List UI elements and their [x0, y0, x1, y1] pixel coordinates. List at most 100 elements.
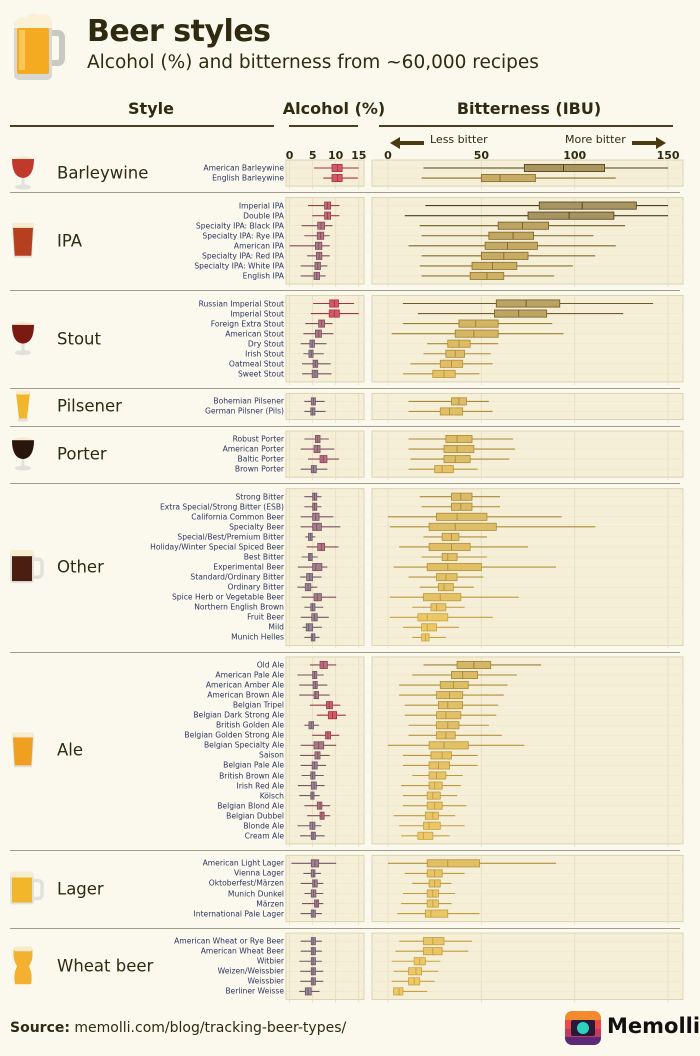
section-divider [10, 483, 680, 485]
style-row-label: Specialty IPA: Black IPA [195, 221, 284, 231]
style-row-label: Fruit Beer [247, 612, 284, 622]
alcohol-panel [285, 932, 365, 1000]
alcohol-box [307, 811, 331, 820]
alcohol-box [308, 201, 340, 210]
bitterness-box [427, 339, 499, 348]
bitterness-box-iqr [488, 231, 535, 240]
alcohol-panel [285, 197, 365, 285]
bitterness-box-iqr [430, 603, 447, 612]
bitterness-panel [371, 392, 684, 420]
bitterness-box-iqr [423, 937, 445, 946]
bitterness-box [399, 821, 465, 830]
alcohol-box [300, 947, 322, 956]
bitterness-box [402, 369, 480, 378]
style-row-label: Baltic Porter [237, 454, 285, 464]
bitterness-box-iqr [495, 299, 561, 308]
style-row-label: Special/Best/Premium Bitter [177, 532, 284, 542]
beer-mug-icon [10, 871, 44, 905]
bitterness-box-iqr [527, 211, 615, 220]
section-label: IPA [57, 231, 83, 251]
bitterness-tick-label: 0 [384, 149, 392, 162]
source-line: Source: memolli.com/blog/tracking-beer-t… [10, 1020, 346, 1036]
bitterness-box [408, 241, 616, 250]
alcohol-box [308, 455, 339, 464]
alcohol-panel [285, 854, 365, 923]
bitterness-box [404, 211, 669, 220]
style-row-label: American Amber Ale [205, 680, 284, 690]
style-row-label: Belgian Tripel [232, 700, 284, 710]
bitterness-box [425, 201, 669, 210]
style-row-label: American Barleywine [203, 163, 284, 173]
alcohol-box [305, 532, 316, 541]
section-label: Ale [57, 740, 84, 760]
alcohol-box [314, 163, 359, 172]
less-bitter-label: Less bitter [430, 133, 488, 146]
bitterness-box-iqr [439, 407, 464, 416]
alcohol-box [301, 553, 318, 562]
bitterness-box [408, 445, 515, 454]
alcohol-panel [285, 159, 365, 187]
section-label: Lager [57, 879, 104, 898]
style-row-label: Specialty IPA: Rye IPA [202, 231, 284, 241]
bitterness-box-iqr [454, 329, 499, 338]
section-label: Stout [57, 329, 101, 349]
alcohol-box [299, 987, 320, 996]
bitterness-box [399, 681, 508, 690]
alcohol-box [300, 761, 327, 770]
alcohol-panel [285, 295, 365, 383]
alcohol-box-iqr [310, 869, 316, 878]
bitterness-panel [371, 197, 684, 285]
bitterness-header-rule [379, 125, 673, 127]
bitterness-box-iqr [439, 681, 469, 690]
bitterness-box [412, 633, 446, 642]
bitterness-box [412, 603, 465, 612]
tulip-glass-icon [12, 156, 34, 190]
alcohol-box [300, 977, 324, 986]
source-link[interactable]: memolli.com/blog/tracking-beer-types/ [74, 1020, 347, 1036]
bitterness-box-iqr [428, 741, 469, 750]
alcohol-box [300, 465, 328, 474]
bitterness-box-iqr [438, 583, 454, 592]
style-row-label: Belgian Dark Strong Ale [193, 710, 284, 720]
section-label: Pilsener [57, 396, 122, 416]
style-row-label: Saison [259, 750, 284, 760]
alcohol-box [304, 434, 329, 443]
alcohol-tick-label: 10 [328, 149, 344, 162]
bitterness-box [399, 542, 529, 551]
more-bitter-label: More bitter [565, 133, 626, 146]
alcohol-header-rule [289, 125, 358, 127]
bitterness-box [401, 831, 450, 840]
bitterness-box [401, 899, 452, 908]
style-row-label: Cream Ale [244, 831, 284, 841]
style-row-label: Robust Porter [232, 434, 284, 444]
style-row-label: Specialty IPA: Red IPA [202, 251, 284, 261]
alcohol-box [291, 859, 337, 868]
bitterness-panel [371, 295, 684, 383]
bitterness-tick-label: 50 [473, 149, 489, 162]
style-row-label: Brown Porter [234, 464, 284, 474]
alcohol-box [300, 613, 329, 622]
style-row-label: English IPA [242, 271, 284, 281]
alcohol-box [304, 231, 330, 240]
bitterness-box [388, 859, 557, 868]
bitterness-box-iqr [480, 251, 529, 260]
alcohol-box [300, 271, 326, 280]
bitterness-box [410, 455, 510, 464]
alcohol-box [323, 174, 358, 183]
right-arrow-icon [632, 134, 666, 153]
alcohol-box-iqr [310, 633, 316, 642]
style-row-label: Northern English Brown [194, 602, 284, 612]
bitterness-box [417, 309, 624, 318]
alcohol-box [300, 751, 330, 760]
style-row-label: Belgian Specialty Ale [203, 740, 284, 750]
bitterness-box [412, 671, 517, 680]
style-row-label: Imperial Stout [230, 309, 284, 319]
alcohol-box [299, 957, 322, 966]
alcohol-box [303, 869, 321, 878]
style-row-label: Weissbier [247, 976, 284, 986]
section-label: Barleywine [57, 163, 149, 183]
alcohol-box [299, 681, 328, 690]
alcohol-box [297, 563, 328, 572]
style-row-label: Experimental Beer [213, 562, 284, 572]
